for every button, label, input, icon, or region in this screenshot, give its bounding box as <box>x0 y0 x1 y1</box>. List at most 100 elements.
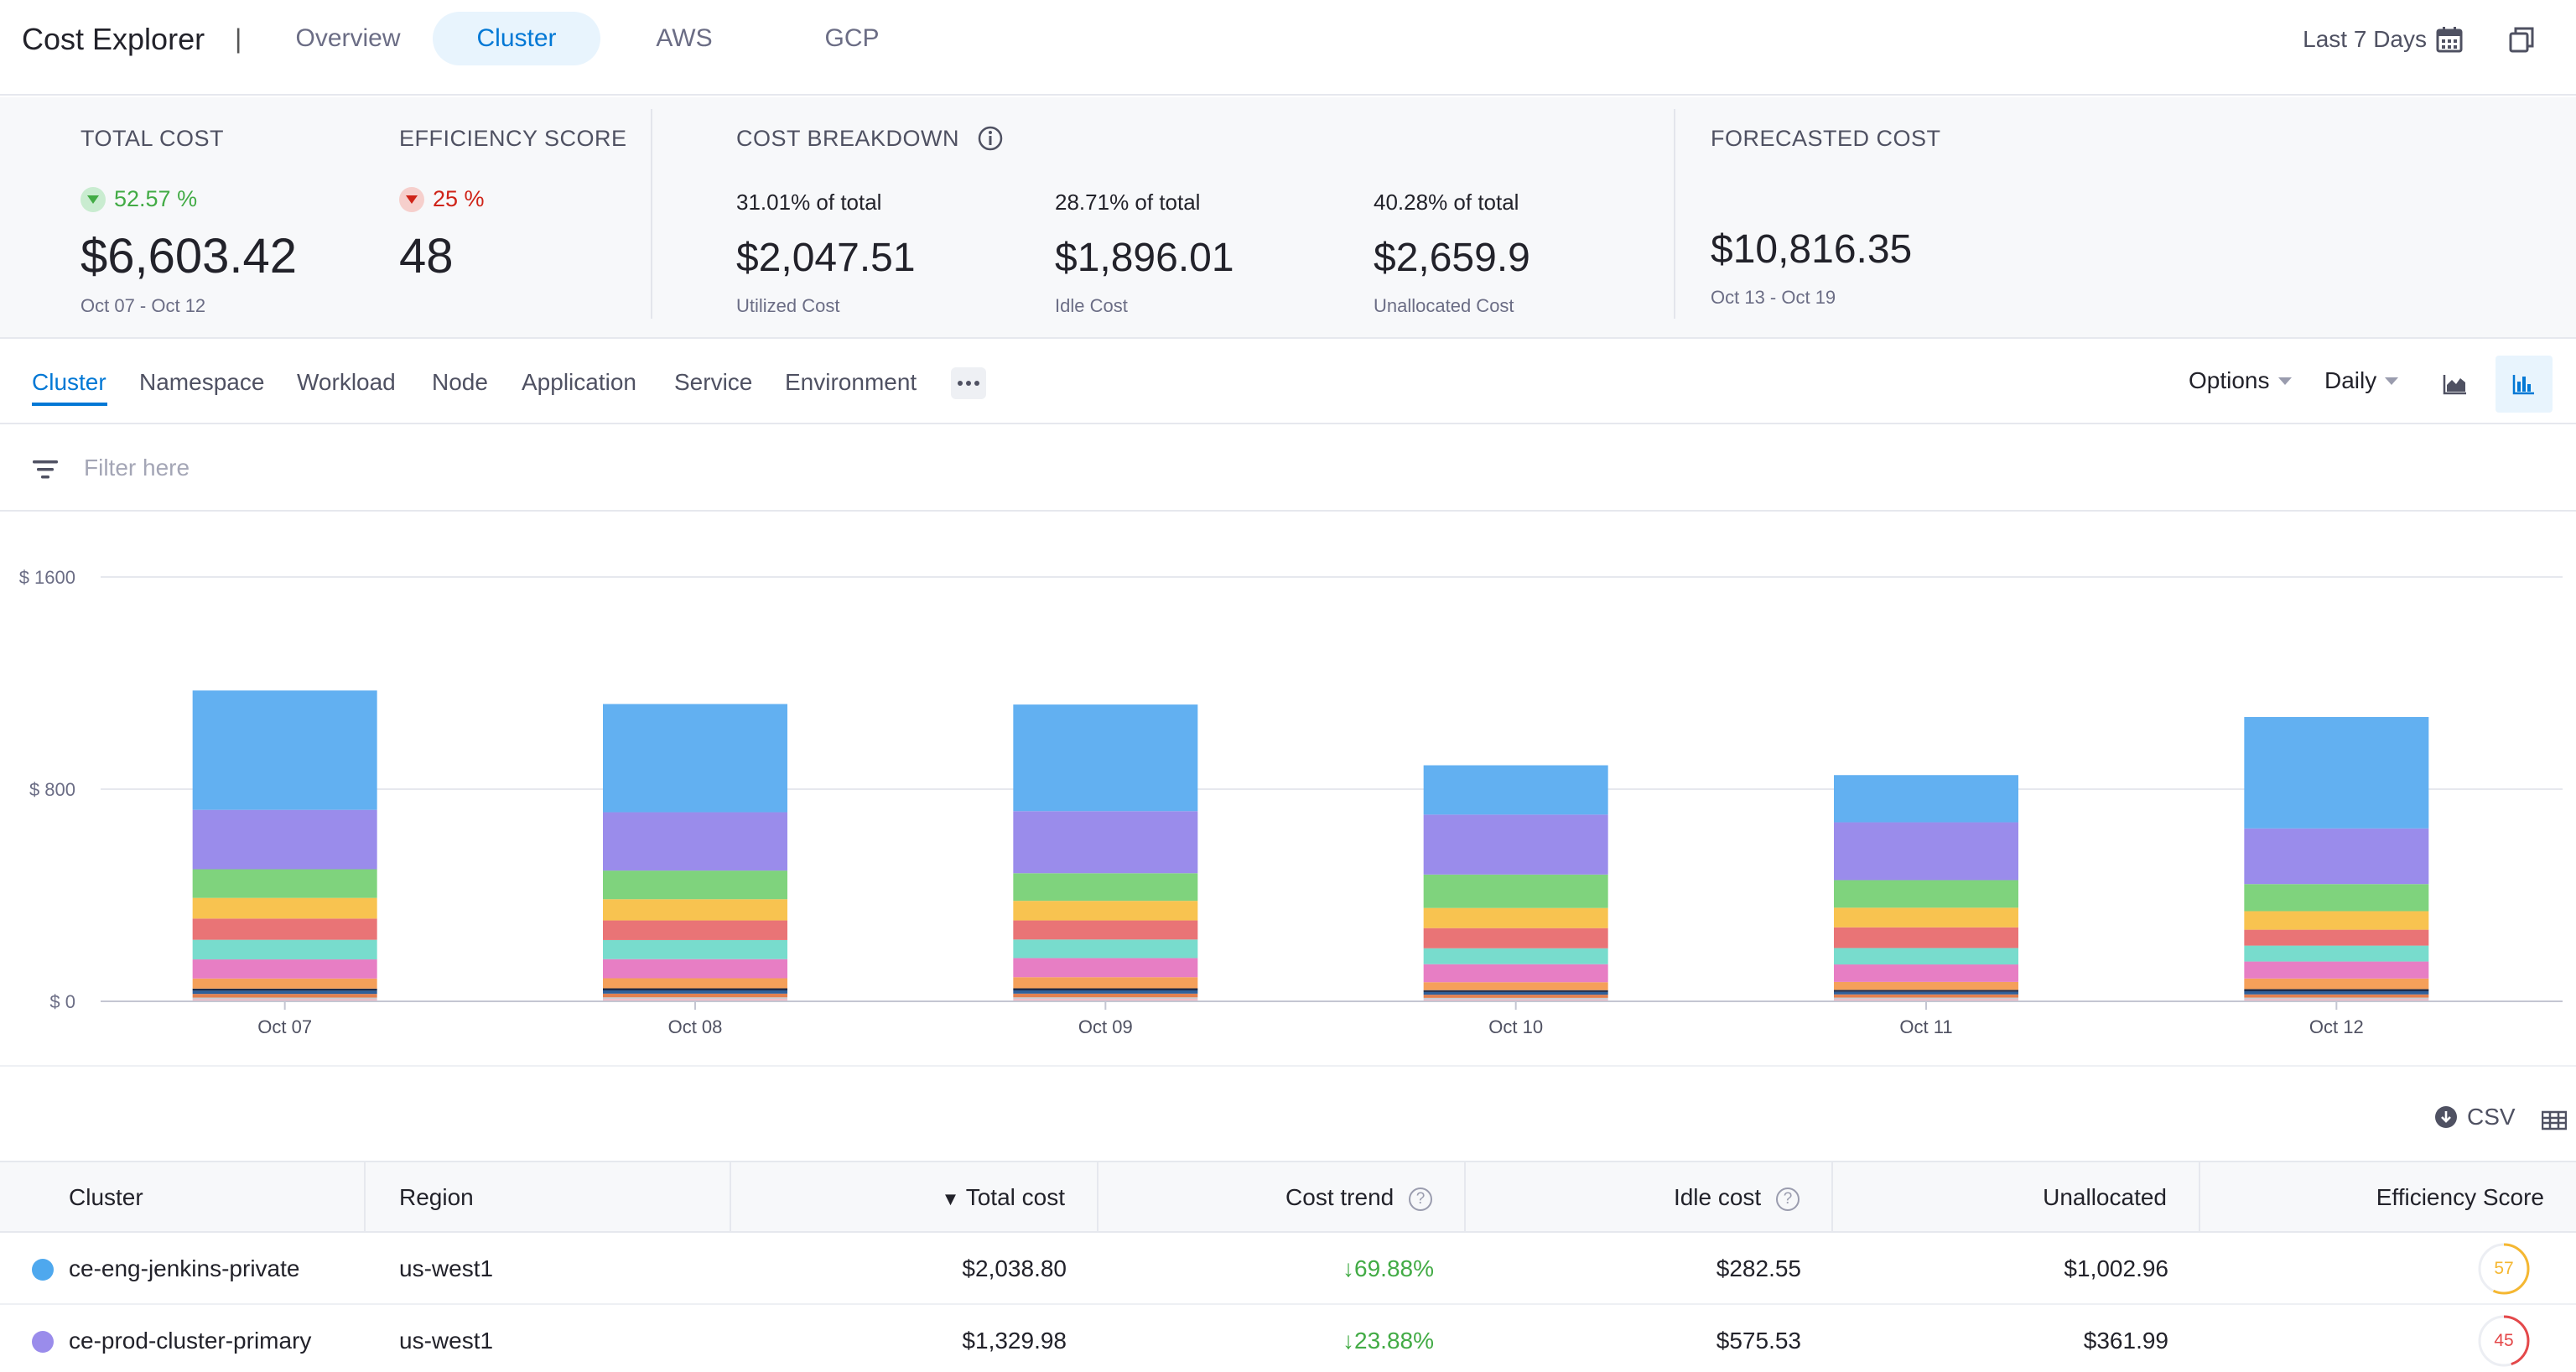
more-options-icon[interactable] <box>951 367 986 399</box>
copy-icon[interactable] <box>2507 25 2536 54</box>
bar-segment[interactable] <box>192 809 377 870</box>
bar-segment[interactable] <box>1834 907 2018 928</box>
bar-segment[interactable] <box>1013 990 1198 994</box>
bar-segment[interactable] <box>1423 990 1608 992</box>
bar-segment[interactable] <box>1013 999 1198 1001</box>
bar-segment[interactable] <box>1834 999 2018 1001</box>
bar-segment[interactable] <box>1423 995 1608 998</box>
bar-segment[interactable] <box>1834 981 2018 990</box>
filter-icon[interactable] <box>30 456 60 483</box>
bar-segment[interactable] <box>1834 994 2018 998</box>
nav-tab-overview[interactable]: Overview <box>295 24 401 52</box>
bar-segment[interactable] <box>2244 911 2429 930</box>
col-header-cluster[interactable]: Cluster <box>0 1162 366 1233</box>
bar-segment[interactable] <box>603 812 787 871</box>
col-header-region[interactable]: Region <box>366 1162 731 1233</box>
bar-segment[interactable] <box>1834 948 2018 965</box>
bar-segment[interactable] <box>1423 948 1608 964</box>
nav-tab-cluster[interactable]: Cluster <box>433 12 600 65</box>
help-icon[interactable]: ? <box>1409 1187 1432 1211</box>
bar-segment[interactable] <box>192 999 377 1001</box>
col-header-unallocated[interactable]: Unallocated <box>1833 1162 2200 1233</box>
filter-input[interactable] <box>84 451 755 485</box>
bar-segment[interactable] <box>603 993 787 998</box>
bar-segment[interactable] <box>2244 884 2429 912</box>
col-header-idle-cost[interactable]: Idle cost ? <box>1466 1162 1833 1233</box>
bar-segment[interactable] <box>1013 920 1198 940</box>
bar-segment[interactable] <box>603 999 787 1001</box>
bar-segment[interactable] <box>192 997 377 1000</box>
bar-segment[interactable] <box>1423 765 1608 815</box>
bar-segment[interactable] <box>1834 927 2018 948</box>
bar-segment[interactable] <box>603 899 787 921</box>
bar-segment[interactable] <box>2244 929 2429 946</box>
bar-segment[interactable] <box>192 990 377 995</box>
group-tab-node[interactable]: Node <box>432 369 488 395</box>
bar-segment[interactable] <box>192 690 377 810</box>
bar-segment[interactable] <box>1423 991 1608 995</box>
group-tab-environment[interactable]: Environment <box>785 369 917 395</box>
bar-segment[interactable] <box>192 918 377 940</box>
bar-segment[interactable] <box>1013 704 1198 812</box>
bar-segment[interactable] <box>1013 993 1198 998</box>
calendar-icon[interactable] <box>2435 25 2464 54</box>
bar-segment[interactable] <box>2244 945 2429 962</box>
bar-segment[interactable] <box>1834 990 2018 992</box>
bar-segment[interactable] <box>2244 989 2429 991</box>
csv-download-button[interactable]: CSV <box>2433 1104 2516 1130</box>
granularity-dropdown[interactable]: Daily <box>2324 367 2399 394</box>
bar-segment[interactable] <box>192 994 377 998</box>
nav-tab-gcp[interactable]: GCP <box>824 24 880 52</box>
bar-segment[interactable] <box>603 997 787 1000</box>
bar-segment[interactable] <box>1013 977 1198 989</box>
bar-segment[interactable] <box>1834 964 2018 982</box>
bar-segment[interactable] <box>192 939 377 960</box>
bar-segment[interactable] <box>1013 939 1198 959</box>
nav-tab-aws[interactable]: AWS <box>656 24 713 52</box>
column-settings-icon[interactable] <box>2539 1107 2569 1134</box>
bar-segment[interactable] <box>2244 961 2429 979</box>
bar-segment[interactable] <box>1834 997 2018 1000</box>
col-header-efficiency[interactable]: Efficiency Score <box>2376 1184 2544 1210</box>
group-tab-service[interactable]: Service <box>674 369 753 395</box>
bar-segment[interactable] <box>1013 997 1198 1000</box>
col-header-cost-trend[interactable]: Cost trend ? <box>1098 1162 1466 1233</box>
bar-segment[interactable] <box>603 920 787 940</box>
date-range-picker[interactable]: Last 7 Days <box>2303 26 2427 52</box>
bar-segment[interactable] <box>2244 999 2429 1001</box>
bar-segment[interactable] <box>1834 822 2018 881</box>
bar-segment[interactable] <box>1423 997 1608 1000</box>
bar-segment[interactable] <box>1013 988 1198 991</box>
group-tab-application[interactable]: Application <box>522 369 636 395</box>
bar-segment[interactable] <box>1834 775 2018 823</box>
bar-segment[interactable] <box>1423 874 1608 908</box>
bar-segment[interactable] <box>192 978 377 989</box>
bar-segment[interactable] <box>1423 964 1608 983</box>
bar-segment[interactable] <box>192 988 377 991</box>
bar-segment[interactable] <box>2244 997 2429 1000</box>
bar-segment[interactable] <box>603 704 787 813</box>
table-row[interactable]: ce-eng-jenkins-private us-west1 $2,038.8… <box>0 1233 2576 1305</box>
info-icon[interactable] <box>976 124 1005 153</box>
table-row[interactable]: ce-prod-cluster-primary us-west1 $1,329.… <box>0 1305 2576 1372</box>
bar-segment[interactable] <box>1013 873 1198 902</box>
col-header-total-cost[interactable]: ▼ Total cost <box>731 1162 1098 1233</box>
bar-segment[interactable] <box>2244 990 2429 995</box>
bar-segment[interactable] <box>192 869 377 898</box>
options-dropdown[interactable]: Options <box>2189 367 2292 394</box>
help-icon[interactable]: ? <box>1776 1187 1800 1211</box>
bar-segment[interactable] <box>1013 901 1198 921</box>
bar-segment[interactable] <box>1423 999 1608 1001</box>
bar-segment[interactable] <box>1423 928 1608 948</box>
bar-segment[interactable] <box>192 959 377 979</box>
bar-segment[interactable] <box>1013 958 1198 978</box>
bar-segment[interactable] <box>603 939 787 959</box>
bar-segment[interactable] <box>2244 716 2429 829</box>
area-chart-icon[interactable] <box>2432 362 2479 406</box>
group-tab-namespace[interactable]: Namespace <box>139 369 265 395</box>
group-tab-cluster[interactable]: Cluster <box>32 369 106 395</box>
bar-segment[interactable] <box>1834 880 2018 908</box>
bar-segment[interactable] <box>2244 978 2429 990</box>
group-tab-workload[interactable]: Workload <box>297 369 396 395</box>
bar-chart-icon[interactable] <box>2496 356 2553 413</box>
